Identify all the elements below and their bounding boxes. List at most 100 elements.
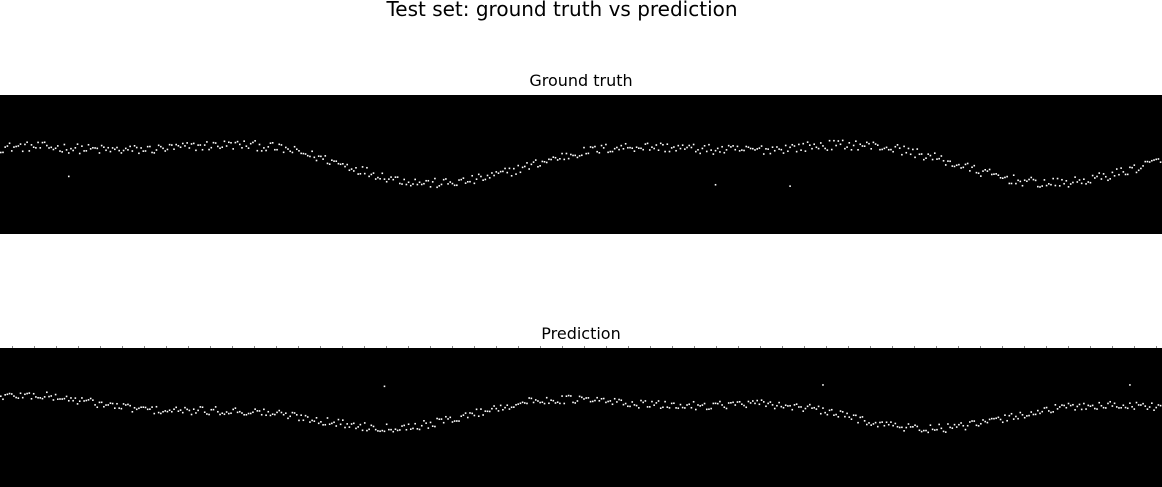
prediction-point [519,402,522,405]
ground-truth-point [993,173,995,175]
ground-truth-point [464,182,467,184]
prediction-point [664,400,666,403]
prediction-point [958,423,960,426]
ground-truth-point [736,145,739,148]
prediction-point [192,408,195,410]
ground-truth-point [26,141,28,144]
ground-truth-point [208,148,210,151]
ground-truth-point [773,149,776,152]
ground-truth-point [988,168,991,171]
prediction-point [81,397,83,399]
ground-truth-point [344,165,346,168]
ground-truth-point [1045,184,1048,187]
prediction-point [252,411,254,414]
ground-truth-point [530,163,533,166]
prediction-point [776,404,778,407]
ground-truth-point [826,149,829,151]
prediction-point [844,415,846,418]
ground-truth-point [30,144,33,146]
prediction-point [416,428,419,430]
ground-truth-point [65,149,68,151]
ground-truth-point [407,181,410,184]
ground-truth-point [499,170,502,173]
ground-truth-point [646,142,649,145]
ground-truth-point [977,172,980,175]
prediction-point [839,410,842,412]
prediction-point [160,412,162,415]
ground-truth-point [861,145,864,147]
ground-truth-point [313,156,316,159]
prediction-point [602,397,605,400]
ground-truth-point [458,179,460,181]
tick-mark [430,346,431,348]
prediction-point [1023,416,1026,419]
prediction-point [1153,409,1155,411]
prediction-point [971,420,973,422]
prediction-point [254,408,256,410]
ground-truth-point [699,152,701,155]
ground-truth-point [708,143,710,146]
prediction-point [348,426,351,428]
tick-mark [540,346,541,348]
ground-truth-point [434,177,436,180]
tick-mark [320,346,321,348]
prediction-point [848,416,851,418]
prediction-point [526,402,528,405]
tick-mark [892,346,893,348]
prediction-point [879,421,881,424]
ground-truth-point [133,145,136,147]
prediction-point [401,425,403,427]
tick-mark [496,346,497,348]
ground-truth-point [657,149,660,151]
prediction-point [635,404,638,407]
ground-truth-point [1100,178,1103,180]
ground-truth-point [118,149,120,152]
prediction-point [1159,404,1162,407]
prediction-point [892,424,894,427]
prediction-point [166,410,169,413]
prediction-point [269,414,272,417]
ground-truth-point [306,154,309,157]
ground-truth-point [931,158,934,161]
ground-truth-point [15,145,17,148]
ground-truth-point [695,150,697,153]
prediction-point [337,418,340,421]
prediction-point [686,404,688,406]
prediction-point [37,396,39,399]
prediction-point [89,397,92,400]
prediction-point [732,401,734,404]
prediction-point [857,421,859,424]
prediction-point [385,423,388,426]
prediction-point [1140,404,1142,406]
ground-truth-point [70,147,72,150]
ground-truth-point [949,160,951,163]
prediction-point [355,427,357,430]
ground-truth-point [260,150,263,152]
ground-truth-point [475,178,478,180]
prediction-point [1157,404,1160,406]
prediction-point [39,397,42,399]
ground-truth-point [78,152,81,155]
prediction-point [923,429,925,432]
prediction-point [333,421,335,424]
ground-truth-point [333,160,335,162]
prediction-point [657,400,660,402]
tick-mark [56,346,57,348]
ground-truth-point [506,171,509,174]
ground-truth-point [269,142,272,145]
ground-truth-point [741,149,743,151]
prediction-point [692,400,695,403]
prediction-point [541,401,544,404]
ground-truth-point [256,149,259,152]
ground-truth-point [179,146,182,149]
prediction-point [929,424,932,426]
prediction-point [249,412,252,415]
prediction-point [1083,402,1085,405]
ground-truth-point [1098,172,1101,174]
ground-truth-point [1056,177,1059,180]
prediction-point [129,404,131,407]
ground-truth-point [164,150,167,152]
tick-mark [980,346,981,348]
prediction-point [990,417,993,420]
prediction-point [1109,400,1111,403]
